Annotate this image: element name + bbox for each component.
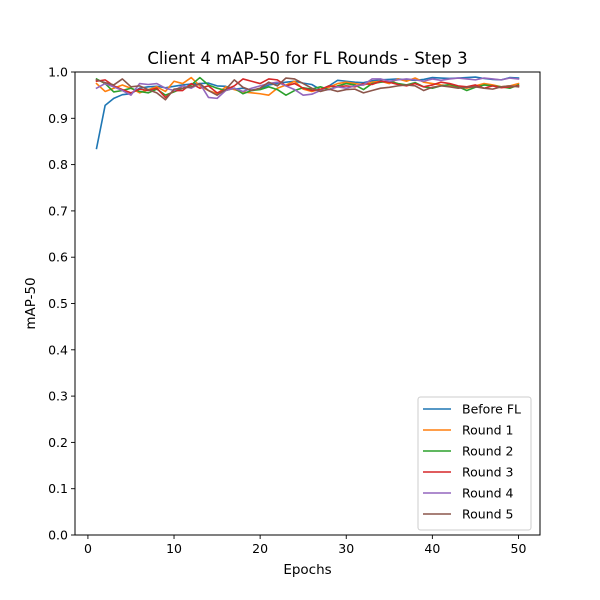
y-tick-label: 0.0 <box>48 528 68 543</box>
y-tick-label: 1.0 <box>48 65 68 80</box>
series-line-round-4 <box>95 77 520 100</box>
series-line-round-3 <box>95 78 520 99</box>
chart-title: Client 4 mAP-50 for FL Rounds - Step 3 <box>147 49 467 68</box>
y-tick-label: 0.7 <box>48 203 68 218</box>
x-tick-label: 30 <box>338 541 354 556</box>
x-axis-label: Epochs <box>283 562 331 578</box>
y-axis-label: mAP-50 <box>23 277 39 329</box>
series-line-round-2 <box>95 76 520 96</box>
y-tick-label: 0.8 <box>48 157 68 172</box>
x-tick-label: 0 <box>84 541 92 556</box>
y-tick-label: 0.4 <box>48 342 68 357</box>
y-tick-label: 0.5 <box>48 296 68 311</box>
x-tick-label: 20 <box>252 541 268 556</box>
y-tick-label: 0.3 <box>48 389 68 404</box>
y-tick-label: 0.2 <box>48 435 68 450</box>
x-tick-label: 40 <box>424 541 440 556</box>
x-axis-ticks: 0 10 20 30 40 50 <box>84 535 527 556</box>
legend-entry-label: Round 3 <box>462 465 513 480</box>
x-tick-label: 50 <box>511 541 527 556</box>
legend-entry-label: Round 5 <box>462 507 513 522</box>
y-tick-label: 0.1 <box>48 481 68 496</box>
x-tick-label: 10 <box>166 541 182 556</box>
y-tick-label: 0.9 <box>48 111 68 126</box>
legend-entry-label: Round 1 <box>462 423 513 438</box>
legend: Before FL Round 1 Round 2 Round 3 Round 4 Rou… <box>417 396 532 531</box>
series-line-round-5 <box>95 77 520 101</box>
series-lines <box>95 76 520 150</box>
y-axis-ticks: 0.0 0.1 0.2 0.3 0.4 0.5 0.6 0.7 0.8 0.9 1.0 <box>48 65 75 543</box>
legend-entry-label: Round 2 <box>462 444 513 459</box>
legend-entry-label: Before FL <box>462 402 521 417</box>
legend-entry-label: Round 4 <box>462 486 514 501</box>
y-tick-label: 0.6 <box>48 250 68 265</box>
series-line-round-1 <box>95 76 520 96</box>
